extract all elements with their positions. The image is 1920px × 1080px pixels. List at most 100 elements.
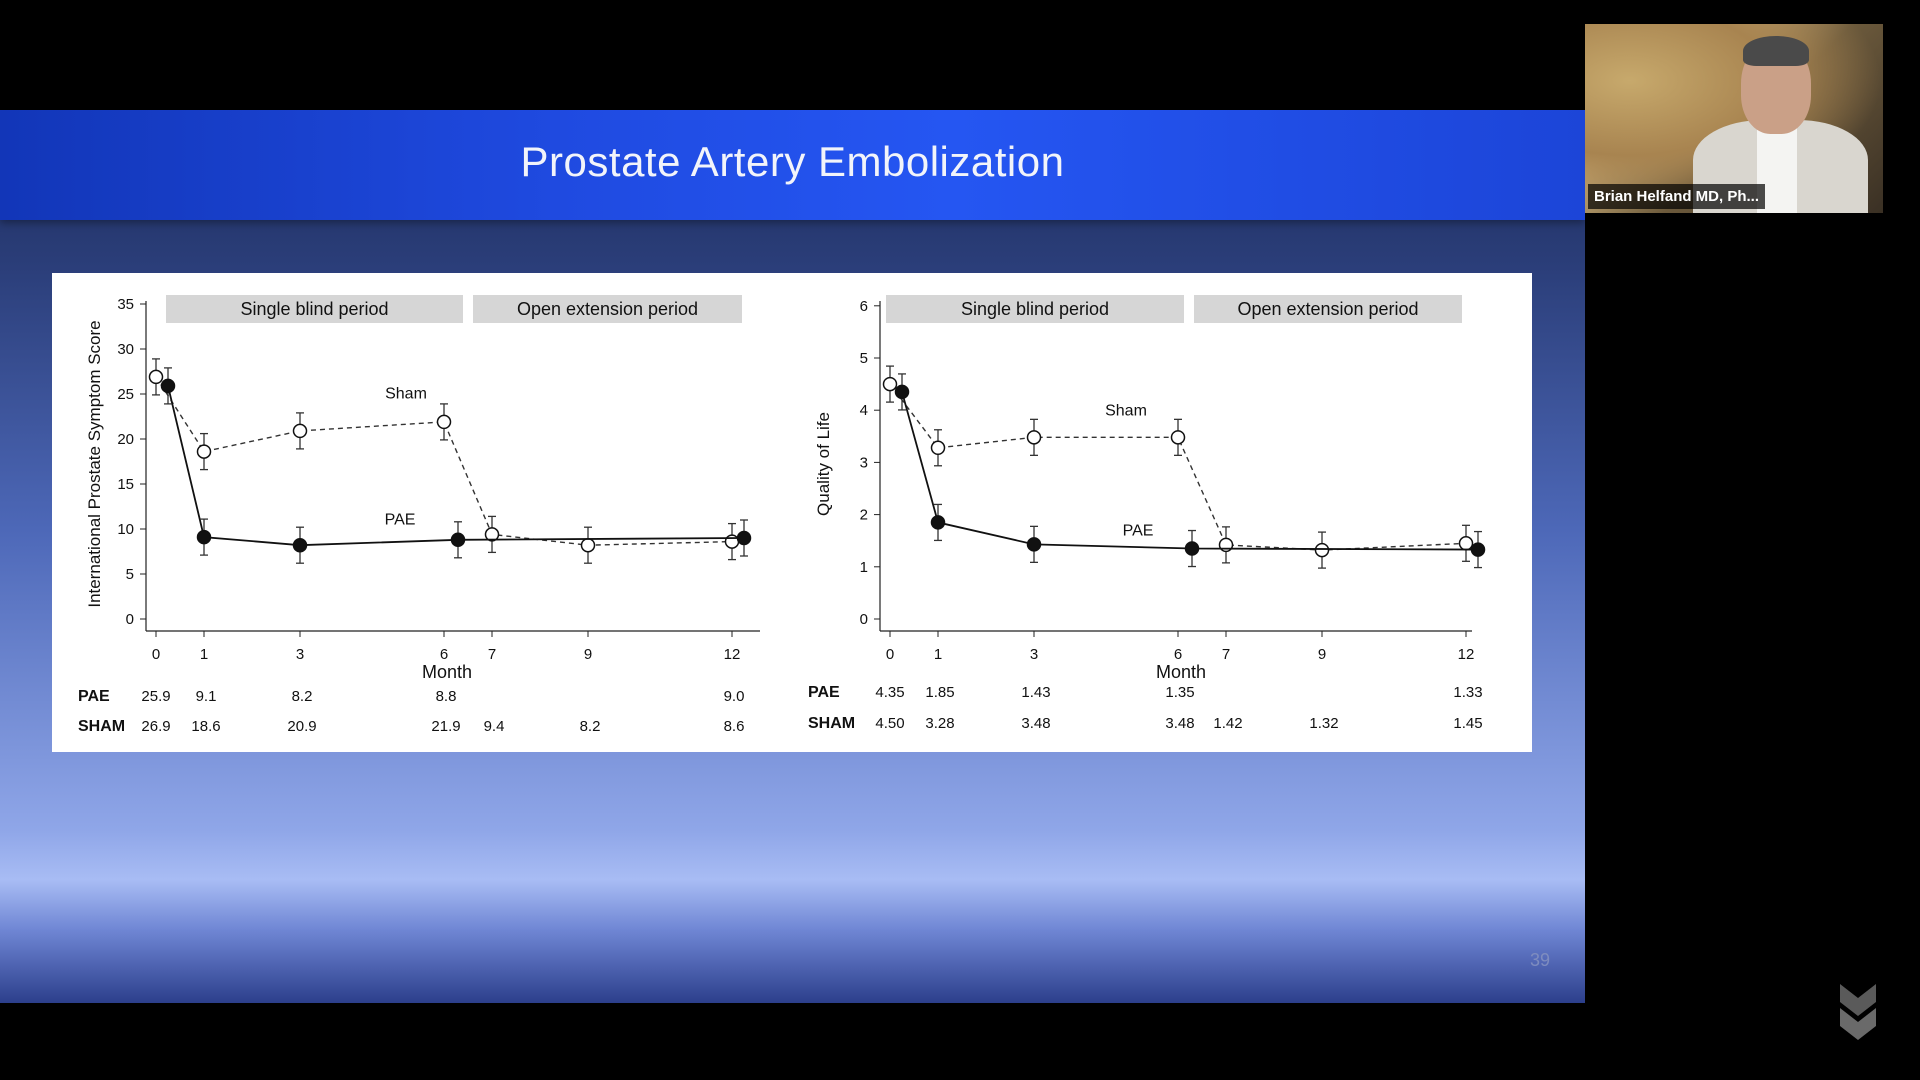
chart1-period-band xyxy=(473,295,742,323)
participant-video-tile[interactable]: Brian Helfand MD, Ph... xyxy=(1585,24,1883,213)
chart2-y-tick-label: 5 xyxy=(860,350,868,367)
chart2-table-row-label: SHAM xyxy=(808,715,855,732)
chart1-table-cell: 9.1 xyxy=(196,688,217,705)
chart1-data-point-pae xyxy=(450,532,466,548)
chart2-table-cell: 1.42 xyxy=(1213,715,1242,732)
chart2-x-tick-label: 12 xyxy=(1458,646,1475,663)
chart2-x-tick-label: 9 xyxy=(1318,646,1326,663)
chart2-data-point-pae xyxy=(1470,542,1486,557)
chart2-table-cell: 1.33 xyxy=(1453,684,1482,701)
chart1-data-point-sham xyxy=(148,369,164,385)
chart1-x-axis-label: Month xyxy=(422,662,472,682)
chart1-table-cell: 21.9 xyxy=(431,718,460,735)
chart1-data-point-sham xyxy=(484,527,500,542)
chart2-data-point-sham xyxy=(1170,430,1186,445)
chart1-data-point-sham xyxy=(196,444,212,459)
chart1-x-tick-label: 1 xyxy=(200,646,208,663)
chart2-table-cell: 4.50 xyxy=(875,715,904,732)
chart2-data-point-pae xyxy=(1026,537,1042,552)
chart1-y-tick-label: 30 xyxy=(117,341,134,358)
chart2-x-tick-label: 6 xyxy=(1174,646,1182,663)
participant-hair xyxy=(1743,36,1809,66)
chart2-x-tick-label: 3 xyxy=(1030,646,1038,663)
chart1-y-tick-label: 25 xyxy=(117,386,134,403)
chart2-table-cell: 1.43 xyxy=(1021,684,1050,701)
chart1-x-tick-label: 12 xyxy=(724,646,741,663)
chart2-table-cell: 1.45 xyxy=(1453,715,1482,732)
chart1-series-label-sham: Sham xyxy=(385,386,427,403)
chart1-table-cell: 8.8 xyxy=(436,688,457,705)
chart2-table-cell: 1.85 xyxy=(925,684,954,701)
chart2-y-axis-label: Quality of Life xyxy=(814,412,833,516)
chart2-series-label-sham: Sham xyxy=(1105,402,1147,419)
chart2-table-cell: 3.28 xyxy=(925,715,954,732)
chart1-period-label: Open extension period xyxy=(517,299,698,319)
chart2-data-point-pae xyxy=(1184,541,1200,556)
chart2-data-point-sham xyxy=(1026,430,1042,445)
chart2-data-point-pae xyxy=(894,384,910,400)
chart2-table-cell: 3.48 xyxy=(1165,715,1194,732)
chart2-y-tick-label: 3 xyxy=(860,454,868,471)
chart1-y-tick-label: 0 xyxy=(126,611,134,628)
chart2-series-line-sham xyxy=(889,383,1467,551)
chart1-table-cell: 8.2 xyxy=(292,688,313,705)
slide-title-bar: Prostate Artery Embolization xyxy=(0,110,1585,220)
chart1-data-point-sham xyxy=(724,534,740,549)
chart2-data-point-sham xyxy=(882,376,898,392)
chart1-data-point-sham xyxy=(292,423,308,439)
chart1-x-tick-label: 0 xyxy=(152,646,160,663)
chart1-x-tick-label: 3 xyxy=(296,646,304,663)
chart2-data-point-sham xyxy=(1314,542,1330,558)
chart1-table-cell: 26.9 xyxy=(141,718,170,735)
chart2-period-band xyxy=(886,295,1184,323)
chart2-period-band xyxy=(1194,295,1462,323)
chart2-period-label: Single blind period xyxy=(961,299,1109,319)
chart2-table-row-label: PAE xyxy=(808,684,840,701)
chart1-table-cell: 9.0 xyxy=(724,688,745,705)
chart2-series-line-pae xyxy=(901,391,1479,551)
chart1-table-cell: 8.6 xyxy=(724,718,745,735)
chart2-table-cell: 1.32 xyxy=(1309,715,1338,732)
chart1-y-tick-label: 20 xyxy=(117,431,134,448)
chart1-data-point-pae xyxy=(196,529,212,545)
chart1-data-point-pae xyxy=(736,530,752,546)
chart2-data-point-sham xyxy=(930,440,946,456)
chart2-table-cell: 1.35 xyxy=(1165,684,1194,701)
chart1-table-row-label: SHAM xyxy=(78,718,125,735)
chart1-series-label-pae: PAE xyxy=(385,512,416,529)
chart2-period-label: Open extension period xyxy=(1237,299,1418,319)
app-logo-icon xyxy=(1840,984,1876,1040)
chart2-x-tick-label: 7 xyxy=(1222,646,1230,663)
chart1-y-tick-label: 5 xyxy=(126,566,134,583)
chart1-table-cell: 8.2 xyxy=(580,718,601,735)
chart1-y-tick-label: 10 xyxy=(117,521,134,538)
chart1-data-point-sham xyxy=(580,537,596,553)
chart1-x-tick-label: 7 xyxy=(488,646,496,663)
chart2-data-point-pae xyxy=(930,515,946,530)
chart2-y-tick-label: 1 xyxy=(860,559,868,576)
chart2-y-tick-label: 0 xyxy=(860,611,868,628)
slide-number: 39 xyxy=(1530,950,1551,970)
chart1-y-axis-label: International Prostate Symptom Score xyxy=(85,320,104,607)
chart2-y-tick-label: 4 xyxy=(860,402,868,419)
chart1-period-band xyxy=(166,295,463,323)
chart1-y-tick-label: 35 xyxy=(117,296,134,313)
chart1-table-row-label: PAE xyxy=(78,688,110,705)
chart1-table-cell: 25.9 xyxy=(141,688,170,705)
chart1-data-point-pae xyxy=(160,378,176,394)
chart-panel: Single blind period Open extension period… xyxy=(52,273,1532,752)
presentation-slide: Prostate Artery Embolization Single blin… xyxy=(0,110,1585,1003)
chart1-y-tick-label: 15 xyxy=(117,476,134,493)
chart1-table-cell: 18.6 xyxy=(191,718,220,735)
chart1-table-cell: 20.9 xyxy=(287,718,316,735)
chart1-x-tick-label: 9 xyxy=(584,646,592,663)
chart2-data-point-sham xyxy=(1458,536,1474,551)
chart2-y-tick-label: 6 xyxy=(860,298,868,315)
chart1-period-label: Single blind period xyxy=(240,299,388,319)
chart2-table-cell: 3.48 xyxy=(1021,715,1050,732)
chart2-x-tick-label: 1 xyxy=(934,646,942,663)
chart1-data-point-sham xyxy=(436,414,452,430)
slide-title: Prostate Artery Embolization xyxy=(520,138,1065,185)
chart1-x-tick-label: 6 xyxy=(440,646,448,663)
chart2-table-cell: 4.35 xyxy=(875,684,904,701)
